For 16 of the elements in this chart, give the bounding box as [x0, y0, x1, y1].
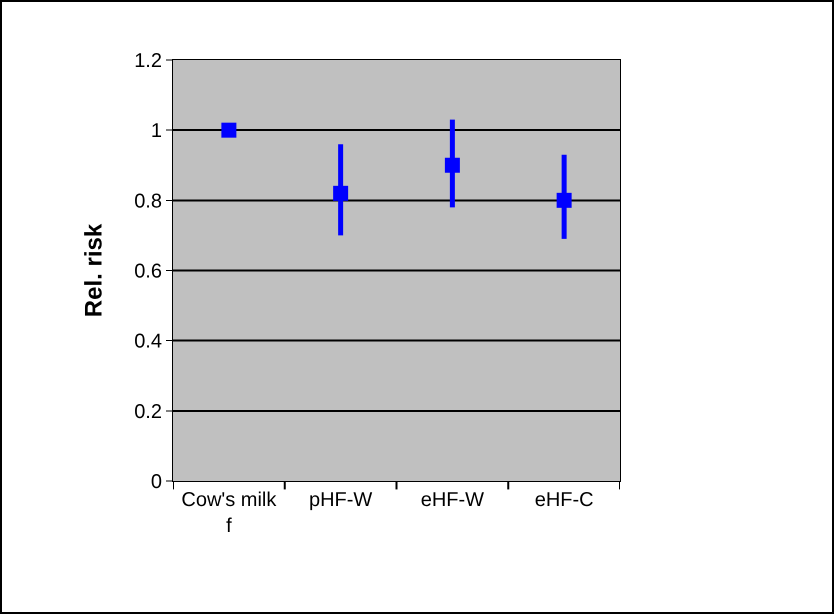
x-tick-label: Cow's milk f [181, 489, 278, 537]
y-tick-label: 0.2 [134, 400, 162, 423]
y-tick-label: 0.6 [134, 260, 162, 282]
y-tick-label: 0.4 [134, 330, 162, 353]
point [444, 158, 460, 173]
point [221, 122, 236, 138]
x-tick-label: eHF-W [420, 489, 484, 511]
y-tick-label: 0 [150, 471, 162, 493]
y-tick-label: 1 [150, 120, 162, 142]
point [556, 192, 572, 208]
x-tick-label: pHF-W [308, 489, 372, 511]
y-axis-title: Rel. risk [80, 223, 108, 318]
x-tick-label: eHF-C [534, 489, 594, 511]
y-tick-label: 1.2 [134, 50, 162, 72]
y-tick-label: 0.8 [134, 190, 162, 212]
point [333, 186, 348, 201]
